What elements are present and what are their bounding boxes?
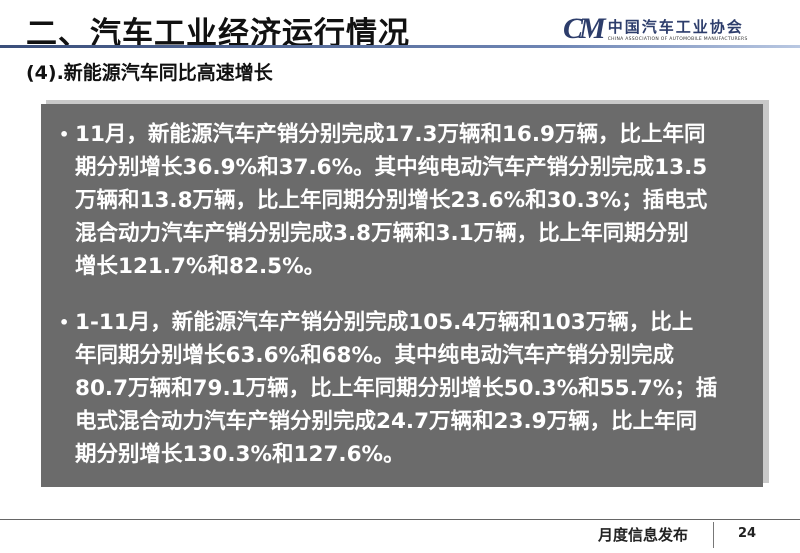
text-line: 1-11月，新能源汽车产销分别完成105.4万辆和103万辆，比上 <box>75 310 694 335</box>
page-number: 24 <box>738 526 757 541</box>
text-line: 电式混合动力汽车产销分别完成24.7万辆和23.9万辆，比上年同 <box>75 409 698 434</box>
text-line: 年同期分别增长63.6%和68%。其中纯电动汽车产销分别完成 <box>75 343 675 368</box>
text-line: 11月，新能源汽车产销分别完成17.3万辆和16.9万辆，比上年同 <box>75 122 706 147</box>
bullet-icon: • <box>59 313 70 332</box>
text-line: 期分别增长36.9%和37.6%。其中纯电动汽车产销分别完成13.5 <box>75 155 708 180</box>
footer-separator <box>713 522 714 548</box>
bullet-item: • 11月，新能源汽车产销分别完成17.3万辆和16.9万辆，比上年同 期分别增… <box>59 118 753 283</box>
logo-name-cn: 中国汽车工业协会 <box>607 18 744 36</box>
caam-logo: CM 中国汽车工业协会 CHINA ASSOCIATION OF AUTOMOB… <box>563 12 748 46</box>
footer-divider <box>0 519 800 520</box>
content-box: • 11月，新能源汽车产销分别完成17.3万辆和16.9万辆，比上年同 期分别增… <box>41 104 763 487</box>
footer-label: 月度信息发布 <box>598 526 689 544</box>
text-line: 万辆和13.8万辆，比上年同期分别增长23.6%和30.3%；插电式 <box>75 188 708 213</box>
logo-name-en: CHINA ASSOCIATION OF AUTOMOBILE MANUFACT… <box>607 37 748 42</box>
logo-mark: CM <box>563 12 606 45</box>
bullet-icon: • <box>59 125 70 144</box>
text-line: 增长121.7%和82.5%。 <box>75 254 326 279</box>
section-subtitle: (4).新能源汽车同比高速增长 <box>26 62 273 84</box>
header-divider <box>0 45 800 48</box>
text-line: 期分别增长130.3%和127.6%。 <box>75 442 405 467</box>
text-line: 混合动力汽车产销分别完成3.8万辆和3.1万辆，比上年同期分别 <box>75 221 689 246</box>
bullet-item: • 1-11月，新能源汽车产销分别完成105.4万辆和103万辆，比上 年同期分… <box>59 306 753 471</box>
text-line: 80.7万辆和79.1万辆，比上年同期分别增长50.3%和55.7%；插 <box>75 376 718 401</box>
